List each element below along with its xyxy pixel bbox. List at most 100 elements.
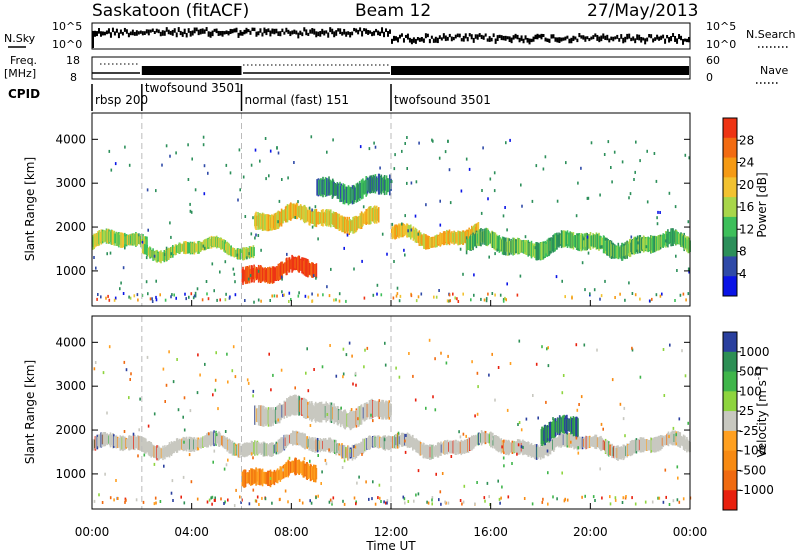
nave-label: Nave [760, 64, 788, 77]
near-range-echo-cell [461, 502, 463, 506]
near-range-echo-cell [454, 296, 456, 300]
scatter-echo-cell [397, 431, 400, 435]
scatter-echo-cell [102, 371, 105, 375]
scatter-echo-cell [358, 475, 360, 479]
near-range-echo-cell [564, 497, 566, 501]
scatter-echo-cell [611, 180, 613, 184]
nsky-sample [528, 38, 531, 45]
near-range-echo-cell [399, 294, 402, 298]
scatter-echo-cell [214, 378, 217, 382]
nsky-sample [183, 28, 186, 35]
nsky-sample [542, 34, 545, 38]
near-range-echo-cell [470, 298, 472, 302]
scatter-echo-cell [532, 394, 534, 397]
scatter-echo-cell [242, 175, 245, 179]
scatter-echo-cell [250, 163, 253, 167]
near-range-echo-cell [264, 497, 267, 501]
scatter-echo-cell [197, 353, 199, 357]
scatter-echo-cell [577, 446, 579, 450]
scatter-echo-cell [269, 477, 272, 480]
power-colorbar-swatch [723, 157, 737, 178]
nsky-sample [115, 28, 118, 33]
near-range-echo-cell [224, 500, 226, 504]
scatter-echo-cell [629, 192, 632, 196]
near-range-echo-cell [440, 502, 442, 506]
near-range-echo-cell [207, 297, 210, 301]
nsky-sample [624, 36, 627, 43]
nsky-sample [402, 38, 405, 43]
scatter-echo-cell [499, 293, 502, 297]
scatter-echo-cell [542, 167, 545, 171]
scatter-echo-cell [346, 233, 349, 237]
near-range-echo-cell [410, 294, 413, 298]
nsky-sample [367, 29, 370, 35]
nsky-sample [363, 28, 366, 32]
near-range-echo-cell [206, 500, 209, 504]
scatter-echo-cell [196, 447, 199, 451]
near-range-echo-cell [333, 298, 335, 302]
near-range-echo-cell [396, 292, 399, 296]
scatter-echo-cell [646, 200, 649, 204]
nsky-sample [373, 30, 376, 36]
scatter-echo-cell [233, 272, 236, 276]
nsky-sample [387, 31, 390, 37]
nsky-sample [165, 27, 168, 32]
near-range-echo-cell [153, 502, 156, 506]
scatter-echo-cell [364, 348, 366, 352]
near-range-echo-cell [328, 500, 331, 504]
scatter-echo-cell [556, 199, 559, 203]
nsky-sample [448, 33, 451, 38]
scatter-echo-cell [175, 151, 177, 155]
near-range-echo-cell [228, 296, 231, 300]
scatter-echo-cell [128, 396, 130, 400]
scatter-echo-cell [599, 245, 602, 249]
nsky-sample [233, 28, 236, 33]
scatter-echo-cell [417, 492, 420, 496]
scatter-echo-cell [489, 177, 492, 181]
near-range-echo-cell [304, 294, 307, 298]
nsky-sample [127, 32, 130, 38]
scatter-echo-cell [628, 281, 630, 285]
scatter-echo-cell [276, 146, 278, 150]
near-range-echo-cell [208, 498, 211, 502]
near-range-echo-cell [124, 500, 126, 504]
near-range-echo-cell [173, 293, 175, 297]
near-range-echo-cell [315, 496, 317, 500]
scatter-echo-cell [238, 148, 241, 152]
scatter-echo-cell [109, 496, 112, 500]
scatter-echo-cell [474, 414, 476, 418]
scatter-echo-cell [681, 349, 683, 353]
nsky-sample [177, 27, 180, 33]
near-range-echo-cell [355, 500, 357, 504]
nsky-sample [207, 31, 210, 37]
scatter-echo-cell [252, 394, 254, 398]
near-range-echo-cell [338, 292, 341, 296]
near-range-echo-cell [668, 503, 671, 506]
nsky-sample [666, 34, 669, 39]
near-range-echo-cell [129, 296, 132, 300]
y-tick-label: 4000 [55, 132, 86, 146]
scatter-echo-cell [146, 188, 149, 192]
nsky-sample [658, 36, 661, 41]
nsky-sample [133, 31, 136, 36]
power-colorbar-swatch [723, 256, 737, 277]
near-range-echo-cell [135, 498, 138, 502]
power-echo-cell [315, 263, 318, 279]
nsky-sample [414, 38, 417, 44]
near-range-echo-cell [639, 297, 641, 301]
scatter-echo-cell [281, 290, 283, 294]
scatter-echo-cell [189, 202, 191, 206]
scatter-echo-cell [326, 413, 329, 416]
scatter-echo-cell [376, 283, 379, 287]
scatter-echo-cell [544, 155, 547, 159]
nsky-sample [394, 36, 397, 41]
scatter-echo-cell [363, 365, 365, 369]
near-range-echo-cell [290, 298, 292, 301]
nsky-sample [107, 28, 110, 34]
power-colorbar-tick-label: 24 [739, 156, 754, 170]
scatter-echo-cell [386, 252, 388, 256]
near-range-echo-cell [180, 495, 182, 499]
scatter-echo-cell [312, 274, 315, 278]
scatter-echo-cell [473, 273, 475, 277]
scatter-echo-cell [155, 189, 157, 193]
